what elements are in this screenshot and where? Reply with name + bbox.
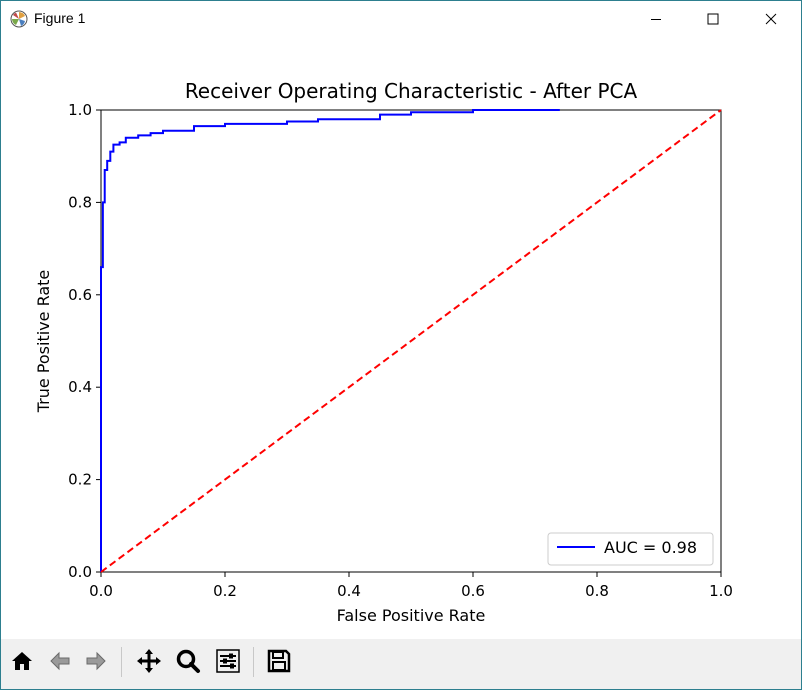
roc-chart: Receiver Operating Characteristic - Afte… [34,79,733,625]
maximize-icon [707,13,719,25]
home-icon [12,652,32,670]
x-tick-label: 1.0 [709,582,733,600]
zoom-icon [176,649,200,673]
configure-subplots-icon [216,649,240,673]
zoom-button[interactable] [173,645,203,677]
chance-diagonal-line [100,109,722,573]
x-tick-label: 0.6 [461,582,485,600]
y-tick-label: 1.0 [68,101,92,119]
title-bar: Figure 1 [1,1,801,37]
y-tick-label: 0.8 [68,193,92,211]
y-tick-label: 0.6 [68,286,92,304]
series-layer [100,109,722,573]
y-axis: 0.0 0.2 0.4 0.6 0.8 1.0 [68,101,101,581]
navigation-toolbar [1,639,801,689]
minimize-icon [651,19,661,20]
x-tick-label: 0.4 [337,582,361,600]
save-icon [267,649,291,673]
toolbar-separator [121,647,122,677]
forward-button[interactable] [81,645,111,677]
x-tick-label: 0.0 [89,582,113,600]
configure-subplots-button[interactable] [213,645,243,677]
chart-title: Receiver Operating Characteristic - Afte… [185,79,638,103]
window-title: Figure 1 [34,10,86,26]
matplotlib-logo-icon [10,10,28,28]
toolbar-separator [253,647,254,677]
y-tick-label: 0.2 [68,471,92,489]
back-icon [50,651,70,671]
save-button[interactable] [264,645,294,677]
y-tick-label: 0.4 [68,378,92,396]
y-axis-label: True Positive Rate [34,270,53,414]
legend: AUC = 0.98 [547,532,714,566]
x-axis-label: False Positive Rate [337,606,486,625]
close-button[interactable] [742,1,800,37]
pan-button[interactable] [134,645,164,677]
legend-box [547,532,714,566]
chart-area: Receiver Operating Characteristic - Afte… [1,37,801,633]
x-tick-label: 0.8 [585,582,609,600]
x-axis: 0.0 0.2 0.4 0.6 0.8 1.0 [89,572,733,600]
forward-icon [86,651,106,671]
x-tick-label: 0.2 [213,582,237,600]
maximize-button[interactable] [684,1,742,37]
home-button[interactable] [7,645,37,677]
y-tick-label: 0.0 [68,563,92,581]
legend-label: AUC = 0.98 [604,538,697,557]
back-button[interactable] [45,645,75,677]
close-icon [765,13,777,25]
minimize-button[interactable] [627,1,685,37]
roc-curve-line [100,109,560,572]
pan-icon [137,649,161,673]
